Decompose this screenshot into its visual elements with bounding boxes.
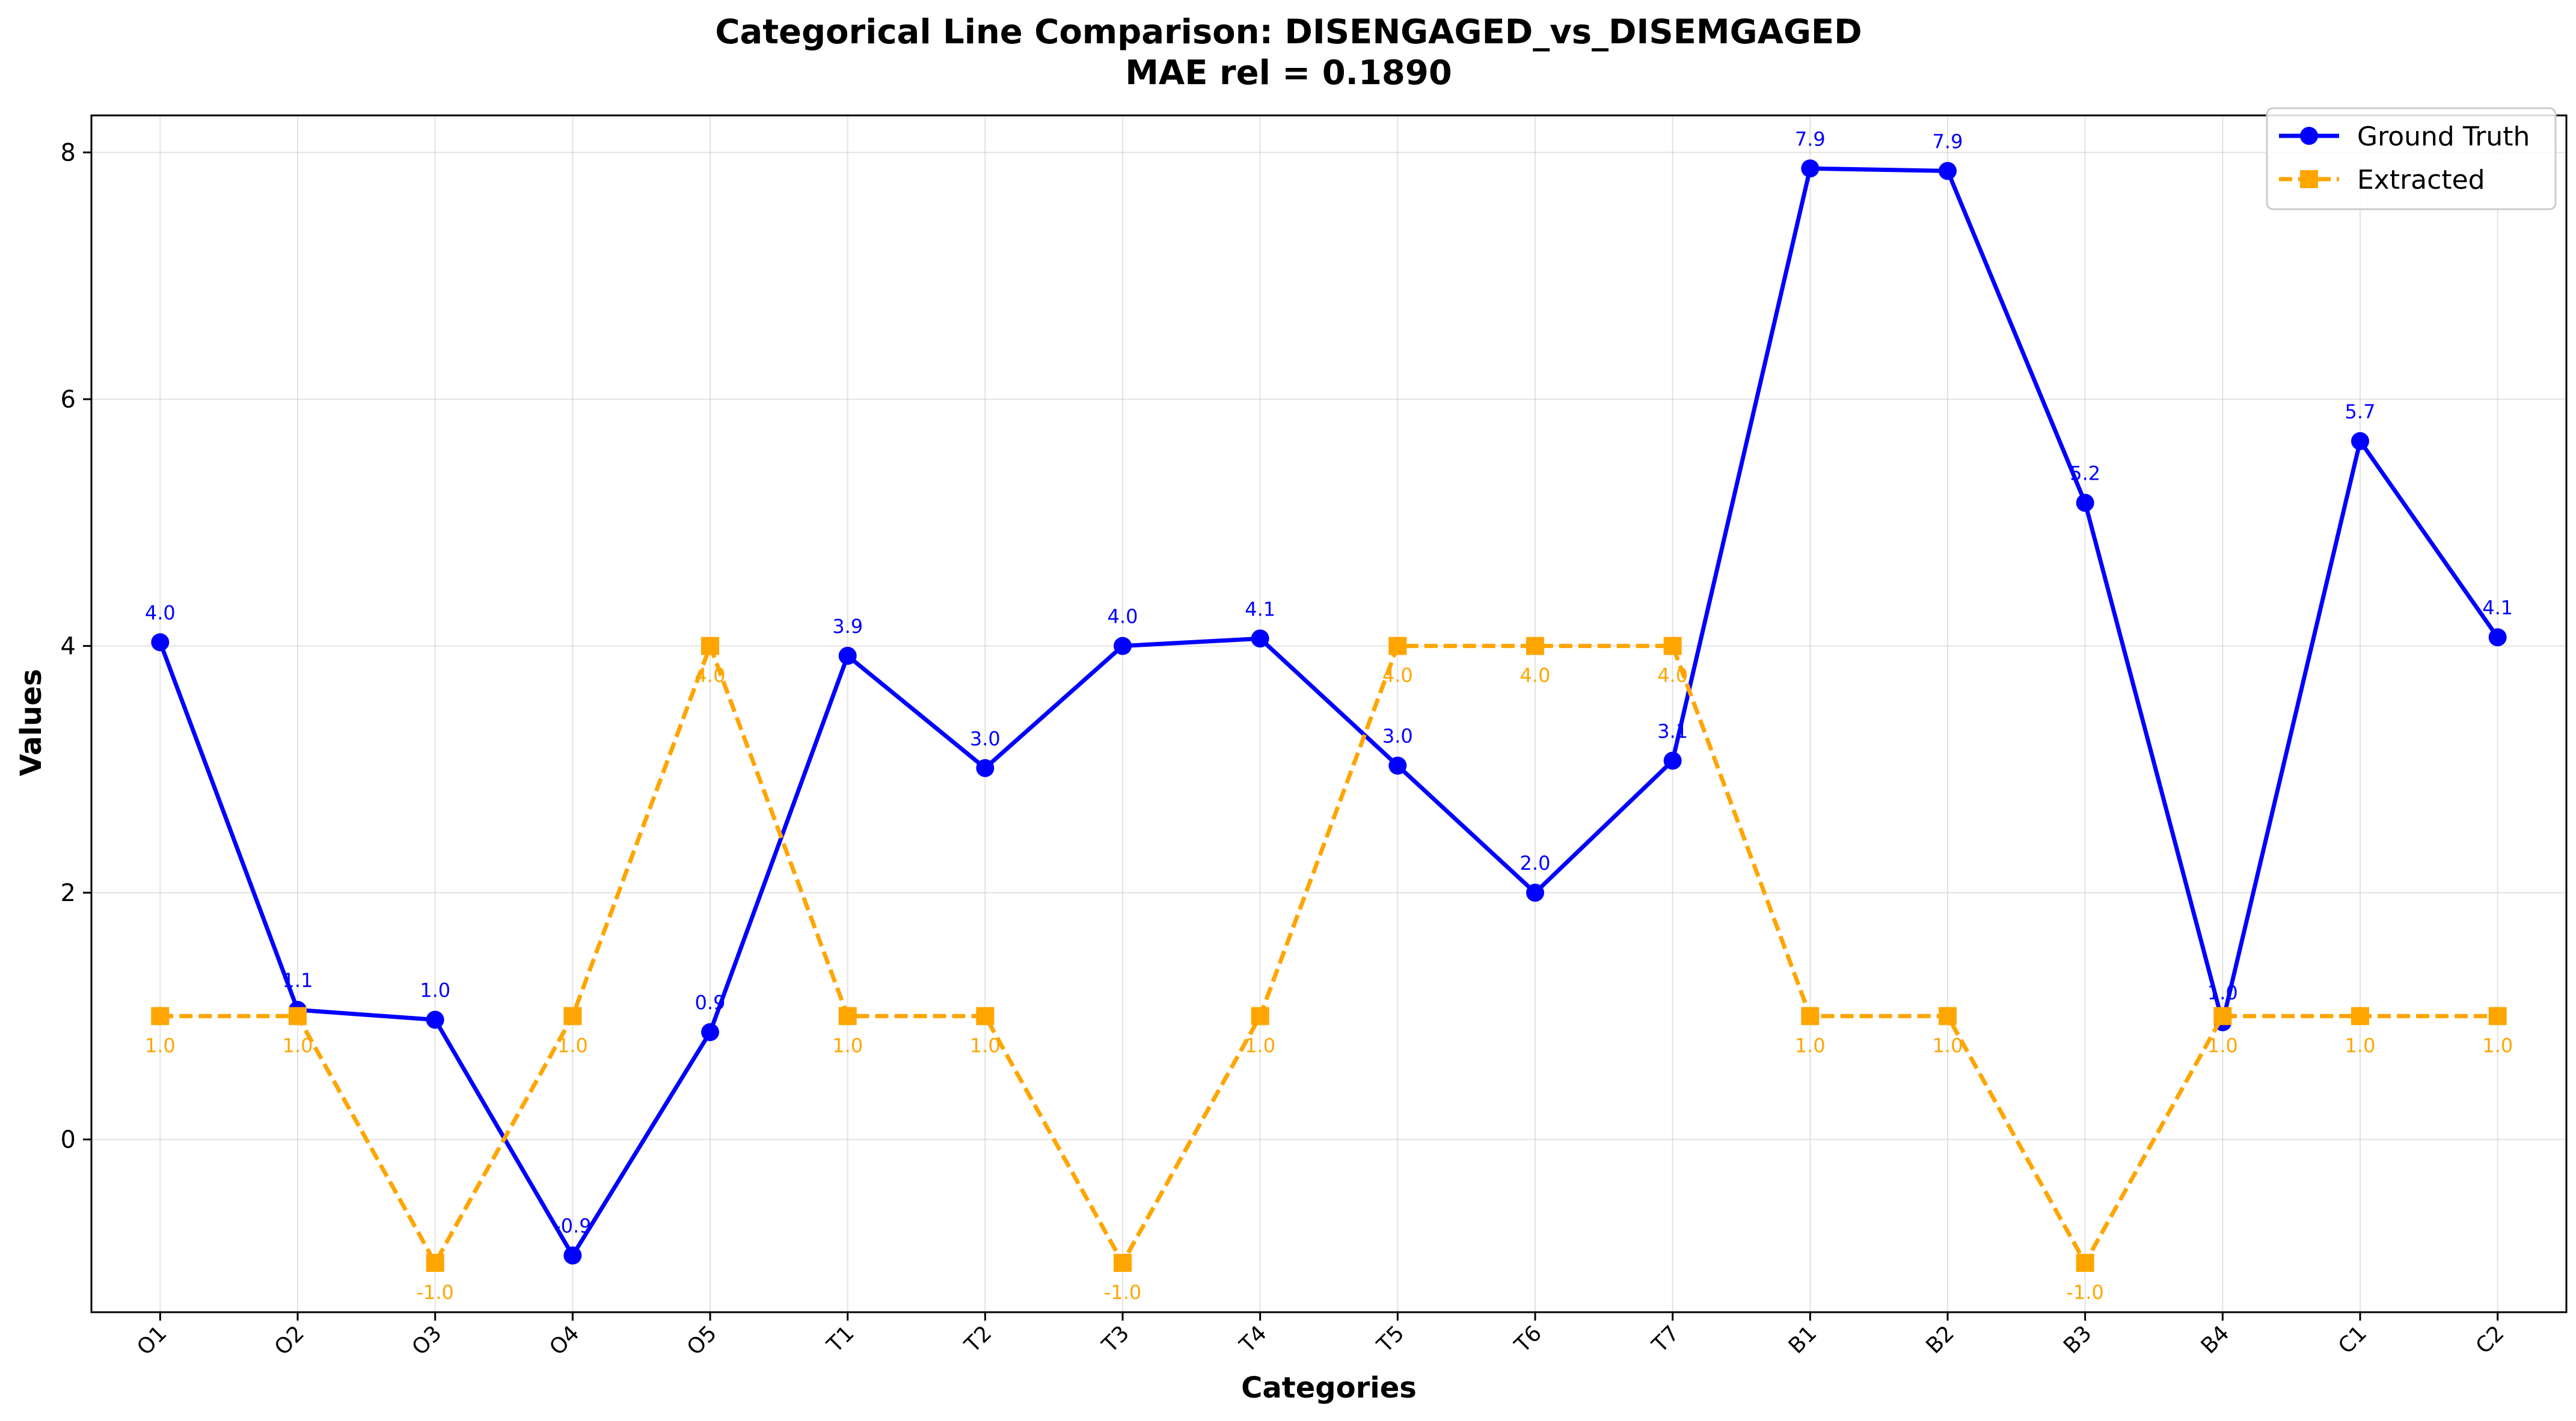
marker-ground-truth-o5 [701, 1023, 719, 1042]
chart-title: Categorical Line Comparison: DISENGAGED_… [715, 13, 1862, 52]
marker-ground-truth-c2 [2488, 628, 2507, 647]
marker-ground-truth-b2 [1939, 162, 1957, 180]
data-label-extracted-b1: 1.0 [1795, 1034, 1826, 1057]
data-label-extracted-t2: 1.0 [970, 1034, 1001, 1057]
marker-extracted-c2 [2488, 1007, 2507, 1025]
data-label-extracted-t7: 4.0 [1657, 664, 1688, 687]
data-label-extracted-o1: 1.0 [145, 1034, 176, 1057]
marker-extracted-t5 [1388, 637, 1407, 655]
legend: Ground Truth Extracted [2266, 107, 2557, 210]
data-label-ground-truth-t1: 3.9 [832, 615, 863, 638]
marker-extracted-b3 [2076, 1253, 2094, 1272]
marker-ground-truth-t5 [1388, 756, 1407, 775]
data-label-ground-truth-t5: 3.0 [1382, 725, 1413, 748]
marker-ground-truth-t4 [1251, 629, 1269, 648]
marker-extracted-o3 [426, 1253, 444, 1272]
marker-ground-truth-o1 [151, 633, 170, 652]
data-label-extracted-b4: 1.0 [2207, 1034, 2238, 1057]
data-label-extracted-b2: 1.0 [1933, 1034, 1963, 1057]
legend-label-ground-truth: Ground Truth [2357, 121, 2530, 152]
marker-extracted-t6 [1526, 637, 1544, 655]
legend-box [2266, 107, 2557, 210]
data-label-ground-truth-b3: 5.2 [2070, 462, 2100, 485]
series-extracted [151, 637, 2507, 1272]
series-line-ground-truth [158, 166, 2500, 1258]
data-label-ground-truth-o4: -0.9 [554, 1215, 591, 1238]
marker-ground-truth-t2 [976, 759, 995, 777]
marker-extracted-o2 [289, 1007, 307, 1025]
data-label-extracted-b3: -1.0 [2066, 1281, 2103, 1304]
marker-extracted-t7 [1663, 637, 1682, 655]
legend-entry-extracted: Extracted [2279, 165, 2485, 195]
marker-ground-truth-t1 [838, 647, 857, 665]
y-axis-label: Values [14, 669, 48, 777]
data-label-ground-truth-c2: 4.1 [2482, 596, 2513, 619]
data-label-extracted-c1: 1.0 [2345, 1034, 2376, 1057]
marker-extracted-t1 [838, 1007, 857, 1025]
data-label-extracted-o2: 1.0 [283, 1034, 313, 1057]
marker-extracted-b2 [1939, 1007, 1957, 1025]
marker-extracted-t2 [976, 1007, 995, 1025]
marker-ground-truth-b3 [2076, 494, 2094, 512]
data-label-ground-truth-b1: 7.9 [1795, 127, 1826, 150]
marker-ground-truth-o3 [426, 1010, 444, 1029]
legend-marker-ground-truth [2300, 127, 2318, 145]
legend-entry-ground-truth: Ground Truth [2279, 121, 2530, 152]
data-label-ground-truth-t4: 4.1 [1245, 597, 1275, 620]
series [151, 159, 2507, 1272]
data-label-ground-truth-o5: 0.9 [695, 991, 726, 1014]
y-tick-label-6: 6 [61, 386, 76, 414]
grid [91, 115, 2566, 1312]
data-label-ground-truth-t7: 3.1 [1657, 720, 1688, 742]
data-label-ground-truth-t6: 2.0 [1520, 852, 1551, 875]
marker-extracted-t3 [1114, 1253, 1132, 1272]
marker-extracted-o5 [701, 637, 719, 655]
y-tick-label-2: 2 [61, 879, 76, 907]
y-tick-label-0: 0 [61, 1126, 76, 1154]
marker-extracted-o4 [563, 1007, 582, 1025]
y-tick-label-8: 8 [61, 139, 76, 167]
data-label-extracted-t3: -1.0 [1104, 1281, 1141, 1304]
legend-label-extracted: Extracted [2357, 165, 2485, 195]
plot-frame [90, 114, 2568, 1313]
marker-ground-truth-c1 [2351, 432, 2369, 450]
marker-extracted-b1 [1801, 1007, 1820, 1025]
data-label-extracted-o5: 4.0 [695, 664, 726, 687]
data-label-ground-truth-o3: 1.0 [420, 979, 450, 1002]
x-axis-label: Categories [1241, 1371, 1417, 1405]
data-label-ground-truth-o2: 1.1 [283, 969, 313, 992]
data-label-extracted-c2: 1.0 [2482, 1034, 2513, 1057]
marker-ground-truth-t3 [1114, 637, 1132, 655]
marker-ground-truth-t6 [1526, 884, 1544, 902]
marker-ground-truth-o4 [563, 1246, 582, 1265]
data-label-extracted-o4: 1.0 [557, 1034, 588, 1057]
marker-ground-truth-t7 [1663, 751, 1682, 770]
data-label-ground-truth-b2: 7.9 [1933, 130, 1963, 153]
marker-ground-truth-b1 [1801, 159, 1820, 178]
chart-subtitle: MAE rel = 0.1890 [1125, 53, 1452, 93]
legend-marker-extracted [2300, 170, 2318, 188]
data-label-extracted-o3: -1.0 [416, 1281, 453, 1304]
marker-extracted-o1 [151, 1007, 170, 1025]
marker-extracted-c1 [2351, 1007, 2369, 1025]
data-label-ground-truth-t3: 4.0 [1108, 605, 1138, 628]
data-label-extracted-t6: 4.0 [1520, 664, 1551, 687]
data-label-extracted-t4: 1.0 [1245, 1034, 1275, 1057]
data-label-ground-truth-t2: 3.0 [970, 727, 1001, 750]
marker-extracted-t4 [1251, 1007, 1269, 1025]
data-label-extracted-t1: 1.0 [832, 1034, 863, 1057]
y-tick-label-4: 4 [61, 633, 76, 661]
data-label-ground-truth-b4: 1.0 [2207, 982, 2238, 1004]
data-labels: 4.0 1.1 1.0 -0.9 0.9 3.9 3.0 4.0 4.1 3.0 2.0 3.1 7.9… [145, 127, 2513, 1304]
data-label-ground-truth-o1: 4.0 [145, 601, 176, 624]
series-line-extracted [160, 644, 2498, 1265]
data-label-ground-truth-c1: 5.7 [2345, 400, 2376, 423]
marker-extracted-b4 [2213, 1007, 2232, 1025]
data-label-extracted-t5: 4.0 [1382, 664, 1413, 687]
